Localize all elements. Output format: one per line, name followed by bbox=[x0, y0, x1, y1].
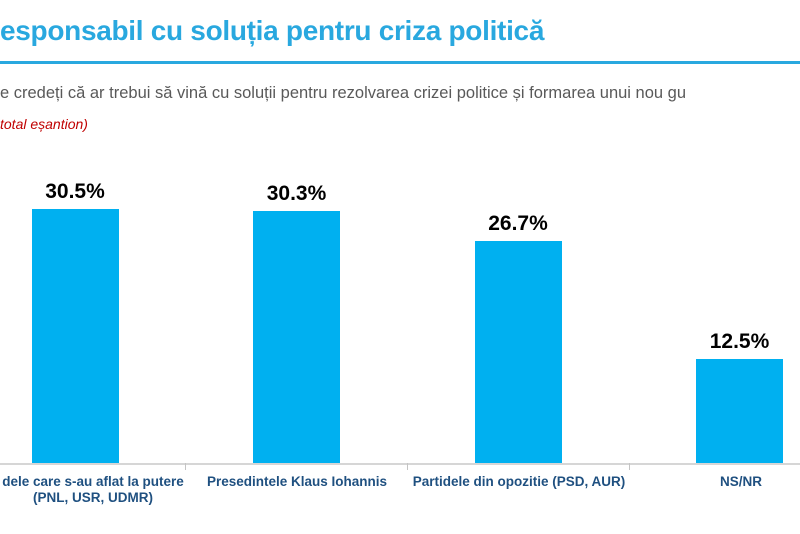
title-underline bbox=[0, 61, 800, 64]
chart-slot-coalitie: 30.5% bbox=[0, 0, 186, 463]
bar-nsnr bbox=[696, 359, 783, 463]
value-label: 30.5% bbox=[45, 180, 105, 203]
category-label-line: NS/NR bbox=[719, 474, 762, 489]
axis-tick bbox=[185, 463, 186, 470]
value-label: 26.7% bbox=[488, 212, 548, 235]
bar-partide-putere bbox=[31, 209, 119, 463]
axis-tick bbox=[407, 463, 408, 470]
chart-slot-nsnr: 12.5% bbox=[629, 0, 800, 463]
category-label-iohannis: Presedintele Klaus Iohannis bbox=[186, 474, 408, 490]
bar-iohannis bbox=[253, 211, 340, 463]
category-label-opozitie: Partidele din opozitie (PSD, AUR) bbox=[408, 474, 630, 490]
x-axis-line bbox=[0, 463, 800, 465]
category-label-line: Partidele din opozitie (PSD, AUR) bbox=[412, 474, 626, 489]
chart-slot-opozitie: 26.7% bbox=[407, 0, 629, 463]
category-label-nsnr: NS/NR bbox=[630, 474, 800, 490]
sample-note: total eșantion) bbox=[0, 116, 88, 132]
axis-tick bbox=[629, 463, 630, 470]
survey-question: e credeți că ar trebui să vină cu soluți… bbox=[0, 84, 687, 102]
category-label-line: dele care s-au aflat la putere bbox=[2, 474, 184, 489]
bar-opozitie bbox=[474, 241, 562, 463]
category-label-partide-putere: dele care s-au aflat la putere (PNL, USR… bbox=[0, 474, 186, 506]
category-label-line: (PNL, USR, UDMR) bbox=[33, 490, 153, 505]
value-label: 30.3% bbox=[266, 182, 327, 205]
chart-slot-iohannis: 30.3% bbox=[186, 0, 408, 463]
page-title: esponsabil cu soluția pentru criza polit… bbox=[0, 15, 545, 46]
category-label-line: Presedintele Klaus Iohannis bbox=[206, 474, 388, 489]
value-label: 12.5% bbox=[709, 330, 770, 353]
